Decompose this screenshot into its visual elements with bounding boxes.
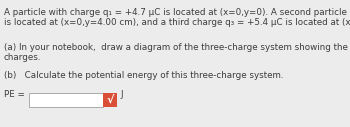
FancyBboxPatch shape: [29, 93, 103, 107]
Text: (b)   Calculate the potential energy of this three-charge system.: (b) Calculate the potential energy of th…: [4, 71, 284, 80]
Text: √: √: [106, 95, 114, 105]
Text: A particle with charge q₁ = +4.7 μC is located at (x=0,y=0). A second particle w: A particle with charge q₁ = +4.7 μC is l…: [4, 8, 350, 17]
Text: J: J: [120, 90, 122, 99]
FancyBboxPatch shape: [103, 93, 117, 107]
Text: PE =: PE =: [4, 90, 25, 99]
Text: (a) In your notebook,  draw a diagram of the three-charge system showing the loc: (a) In your notebook, draw a diagram of …: [4, 43, 350, 52]
Text: is located at (x=0,y=4.00 cm), and a third charge q₃ = +5.4 μC is located at (x=: is located at (x=0,y=4.00 cm), and a thi…: [4, 18, 350, 27]
Text: charges.: charges.: [4, 53, 42, 62]
